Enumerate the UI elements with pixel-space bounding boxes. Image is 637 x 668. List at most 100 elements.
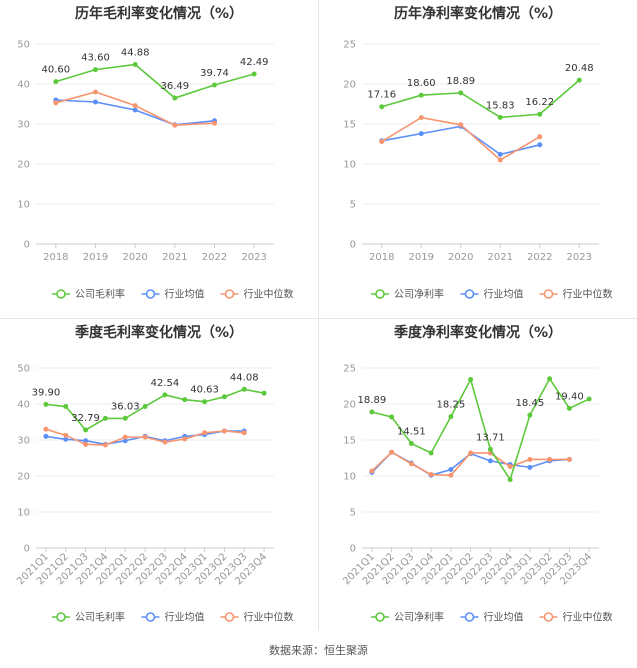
data-point [369,409,375,415]
legend-label: 行业中位数 [244,611,294,624]
data-point [182,397,188,403]
y-tick-label: 0 [24,544,30,555]
y-tick-label: 40 [17,80,30,91]
legend-swatch-marker [145,612,156,622]
series-line [371,377,590,482]
data-point [389,449,395,455]
data-point [221,428,227,434]
data-source-note: 数据来源：恒生聚源 [269,644,368,657]
data-label: 17.16 [367,90,396,101]
data-point [566,405,572,411]
y-tick-label: 50 [17,40,30,51]
data-label: 16.22 [525,97,554,108]
y-tick-label: 15 [343,120,356,131]
data-label: 39.74 [200,68,229,79]
data-point [448,472,454,478]
legend-label: 行业均值 [484,288,524,301]
data-point [221,394,227,400]
data-point [458,122,464,128]
data-point [369,468,375,474]
legend-label: 公司毛利率 [75,288,125,301]
y-tick-label: 40 [17,400,30,411]
data-point [83,441,89,447]
legend-label: 公司毛利率 [75,611,125,624]
data-point [43,426,49,432]
y-tick-label: 25 [343,364,356,375]
series-line [55,63,255,99]
annual-net-margin-chart: 历年净利率变化情况（%） 0 5 10 15 20 25 2018 2019 2020 2021 20… [343,5,612,301]
y-tick-label: 5 [350,200,356,211]
y-tick-label: 30 [17,436,30,447]
data-point [53,79,59,85]
data-point [418,131,424,137]
data-point [537,111,543,117]
data-point [172,95,178,101]
data-label: 44.88 [121,47,150,58]
chart-panel-annual-gross-margin: 历年毛利率变化情况（%） 0 10 20 30 40 50 2018 2019 2020 2021 2… [0,0,318,318]
legend-swatch-marker [375,289,385,299]
data-label: 13.71 [476,432,505,443]
data-point [408,461,414,467]
legend-label: 行业均值 [484,611,524,624]
data-point [162,392,168,398]
data-point [122,434,128,440]
legend-label: 行业中位数 [244,288,294,301]
legend-swatch-marker [375,612,385,622]
data-point [202,430,208,436]
legend-swatch-marker [224,612,235,622]
data-point [487,446,493,452]
y-tick-label: 30 [17,120,30,131]
y-tick-label: 10 [343,472,356,483]
data-label: 36.49 [161,81,190,92]
data-point [93,67,98,73]
data-point [458,90,464,96]
y-tick-label: 0 [350,544,356,555]
data-point [122,415,128,421]
y-tick-label: 20 [343,400,356,411]
data-point [63,404,69,410]
data-point [379,104,385,110]
data-point [132,107,138,113]
data-point [379,139,385,145]
data-point [576,77,582,83]
legend-swatch-marker [543,289,554,299]
legend-swatch-marker [56,612,66,622]
chart-title: 历年净利率变化情况（%） [394,5,562,22]
legend-swatch-marker [145,289,156,299]
data-point [497,157,503,163]
y-tick-label: 25 [343,40,356,51]
data-point [43,401,49,407]
chart-panel-annual-net-margin: 历年净利率变化情况（%） 0 5 10 15 20 25 2018 2019 2020 2021 20… [319,0,637,318]
y-tick-label: 0 [350,240,356,251]
chart-title: 季度净利率变化情况（%） [393,324,562,341]
y-tick-label: 10 [17,200,30,211]
chart-title: 历年毛利率变化情况（%） [75,5,243,22]
quarterly-gross-margin-chart: 季度毛利率变化情况（%）010203040502021Q12021Q22021Q… [15,324,294,624]
chart-panel-quarterly-gross-margin: 季度毛利率变化情况（%） 0 10 20 30 40 50 2021Q1 2021Q2 2021Q… [0,319,318,637]
data-point [497,114,503,120]
x-tick-label: 2019 [409,252,434,263]
data-point [537,142,543,148]
x-tick-label: 2020 [448,252,473,263]
quarterly-net-margin-chart: 季度净利率变化情况（%）05101520252021Q12021Q22021Q3… [341,324,612,624]
data-point [418,92,424,98]
data-point [389,414,395,420]
data-point [527,412,533,418]
x-tick-label: 2019 [83,252,108,263]
data-point [132,61,138,67]
chart-title: 季度毛利率变化情况（%） [74,324,243,341]
data-label: 15.83 [486,100,515,111]
data-label: 42.54 [151,378,180,389]
data-point [132,103,138,109]
data-point [241,386,247,392]
y-tick-label: 10 [17,508,30,519]
data-label: 18.89 [446,76,475,87]
data-point [566,456,572,462]
x-tick-label: 2018 [369,252,394,263]
data-label: 39.90 [32,387,61,398]
data-point [537,134,543,140]
y-tick-label: 50 [17,364,30,375]
legend-label: 行业均值 [165,611,205,624]
data-point [241,430,247,436]
data-point [527,456,533,462]
